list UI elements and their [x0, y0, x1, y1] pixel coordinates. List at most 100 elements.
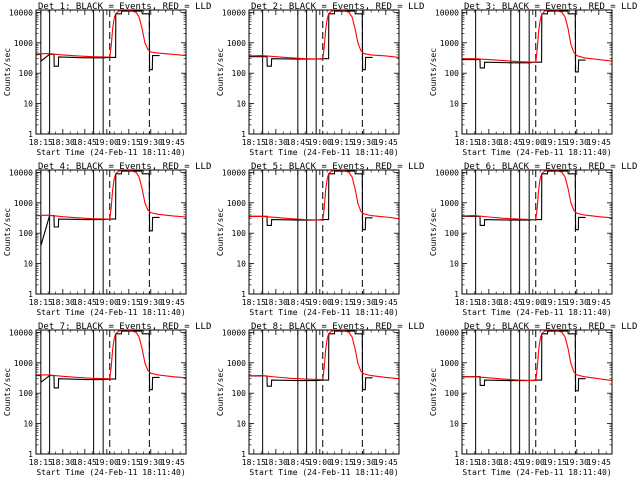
x-tick-label: 18:45 — [286, 298, 310, 307]
x-tick-label: 19:15 — [543, 298, 567, 307]
chart-title: Det 2: BLACK = Events, RED = LLD — [251, 2, 424, 12]
x-tick-label: 19:00 — [521, 458, 545, 467]
y-tick-label: 10 — [449, 260, 459, 269]
plot-frame — [248, 329, 400, 455]
y-tick-label: 10 — [23, 260, 33, 269]
y-axis-label: Counts/sec — [429, 208, 438, 256]
x-axis-label: Start Time (24-Feb-11 18:11:40) — [36, 308, 185, 317]
y-tick-label: 1 — [241, 450, 246, 459]
x-tick-label: 18:30 — [477, 138, 501, 147]
y-tick-label: 1000 — [14, 359, 33, 368]
plot-frame — [461, 329, 613, 455]
x-tick-label: 18:45 — [499, 138, 523, 147]
x-tick-label: 18:45 — [73, 138, 97, 147]
y-tick-label: 100 — [445, 229, 460, 238]
plot-frame — [35, 169, 187, 295]
y-tick-label: 1000 — [440, 199, 459, 208]
x-tick-label: 19:00 — [521, 138, 545, 147]
y-tick-label: 100 — [445, 69, 460, 78]
x-tick-label: 19:15 — [330, 298, 354, 307]
y-tick-label: 1000 — [440, 39, 459, 48]
y-tick-label: 1 — [241, 290, 246, 299]
y-tick-label: 100 — [232, 229, 247, 238]
y-tick-label: 10000 — [435, 328, 459, 337]
plot-frame — [248, 9, 400, 135]
x-tick-label: 19:30 — [139, 138, 163, 147]
y-axis-label: Counts/sec — [216, 208, 225, 256]
y-tick-label: 1 — [28, 130, 33, 139]
y-tick-label: 10000 — [9, 328, 33, 337]
x-tick-label: 19:45 — [587, 458, 611, 467]
x-tick-label: 18:15 — [455, 138, 479, 147]
y-tick-label: 1 — [28, 290, 33, 299]
x-tick-label: 18:30 — [51, 138, 75, 147]
x-tick-label: 18:15 — [29, 138, 53, 147]
y-tick-label: 1000 — [227, 39, 246, 48]
chart-panel-1: 1 10 100 1000 10000 18:1518:3018:4519:0019:15… — [3, 2, 211, 157]
x-tick-label: 18:15 — [242, 138, 266, 147]
x-tick-label: 18:45 — [73, 298, 97, 307]
x-tick-label: 19:00 — [95, 458, 119, 467]
x-tick-label: 19:00 — [95, 298, 119, 307]
chart-panel-9: 1 10 100 1000 10000 18:1518:3018:4519:0019:15… — [429, 322, 637, 477]
x-tick-label: 19:30 — [139, 298, 163, 307]
chart-title: Det 8: BLACK = Events, RED = LLD — [251, 322, 424, 332]
x-tick-label: 19:45 — [587, 298, 611, 307]
x-tick-label: 18:30 — [51, 458, 75, 467]
plot-area — [36, 10, 186, 134]
y-axis-label: Counts/sec — [429, 368, 438, 416]
x-tick-label: 19:45 — [161, 458, 185, 467]
x-tick-label: 19:15 — [543, 138, 567, 147]
x-tick-label: 19:15 — [543, 458, 567, 467]
x-tick-label: 19:30 — [565, 298, 589, 307]
y-tick-label: 100 — [19, 69, 34, 78]
lld-series-line — [36, 10, 186, 58]
y-tick-label: 10000 — [435, 168, 459, 177]
x-tick-label: 18:30 — [264, 458, 288, 467]
y-tick-label: 100 — [19, 389, 34, 398]
x-tick-label: 19:30 — [352, 138, 376, 147]
x-tick-label: 19:00 — [308, 298, 332, 307]
x-tick-label: 19:45 — [587, 138, 611, 147]
x-tick-label: 18:15 — [455, 458, 479, 467]
x-tick-label: 18:30 — [477, 298, 501, 307]
x-tick-label: 18:30 — [264, 298, 288, 307]
y-tick-label: 10000 — [9, 168, 33, 177]
events-series-line — [36, 170, 160, 246]
x-tick-label: 19:45 — [161, 138, 185, 147]
plot-frame — [35, 9, 187, 135]
x-tick-label: 18:45 — [499, 458, 523, 467]
x-axis-label: Start Time (24-Feb-11 18:11:40) — [36, 148, 185, 157]
x-tick-label: 18:15 — [455, 298, 479, 307]
plot-area — [249, 10, 399, 134]
y-tick-label: 10 — [23, 420, 33, 429]
chart-title: Det 6: BLACK = Events, RED = LLD — [464, 162, 637, 172]
x-tick-label: 19:45 — [161, 298, 185, 307]
y-tick-label: 10000 — [222, 8, 246, 17]
x-axis-label: Start Time (24-Feb-11 18:11:40) — [462, 308, 611, 317]
events-series-line — [249, 330, 373, 391]
plot-area — [462, 170, 612, 294]
x-tick-label: 19:30 — [352, 458, 376, 467]
y-axis-label: Counts/sec — [3, 48, 12, 96]
y-tick-label: 1000 — [227, 199, 246, 208]
y-tick-label: 1 — [241, 130, 246, 139]
x-tick-label: 19:15 — [117, 138, 141, 147]
plot-area — [36, 170, 186, 294]
lld-series-line — [462, 330, 612, 382]
plot-frame — [248, 169, 400, 295]
x-tick-label: 18:15 — [29, 298, 53, 307]
chart-title: Det 5: BLACK = Events, RED = LLD — [251, 162, 424, 172]
x-tick-label: 19:15 — [330, 458, 354, 467]
x-tick-label: 19:45 — [374, 298, 398, 307]
x-tick-label: 18:45 — [499, 298, 523, 307]
chart-panel-6: 1 10 100 1000 10000 18:1518:3018:4519:0019:15… — [429, 162, 637, 317]
y-tick-label: 10000 — [222, 168, 246, 177]
chart-title: Det 1: BLACK = Events, RED = LLD — [38, 2, 211, 12]
plot-area — [249, 330, 399, 454]
y-tick-label: 10 — [23, 100, 33, 109]
x-tick-label: 18:45 — [286, 458, 310, 467]
y-tick-label: 1 — [454, 130, 459, 139]
y-tick-label: 1000 — [227, 359, 246, 368]
x-axis-label: Start Time (24-Feb-11 18:11:40) — [249, 308, 398, 317]
